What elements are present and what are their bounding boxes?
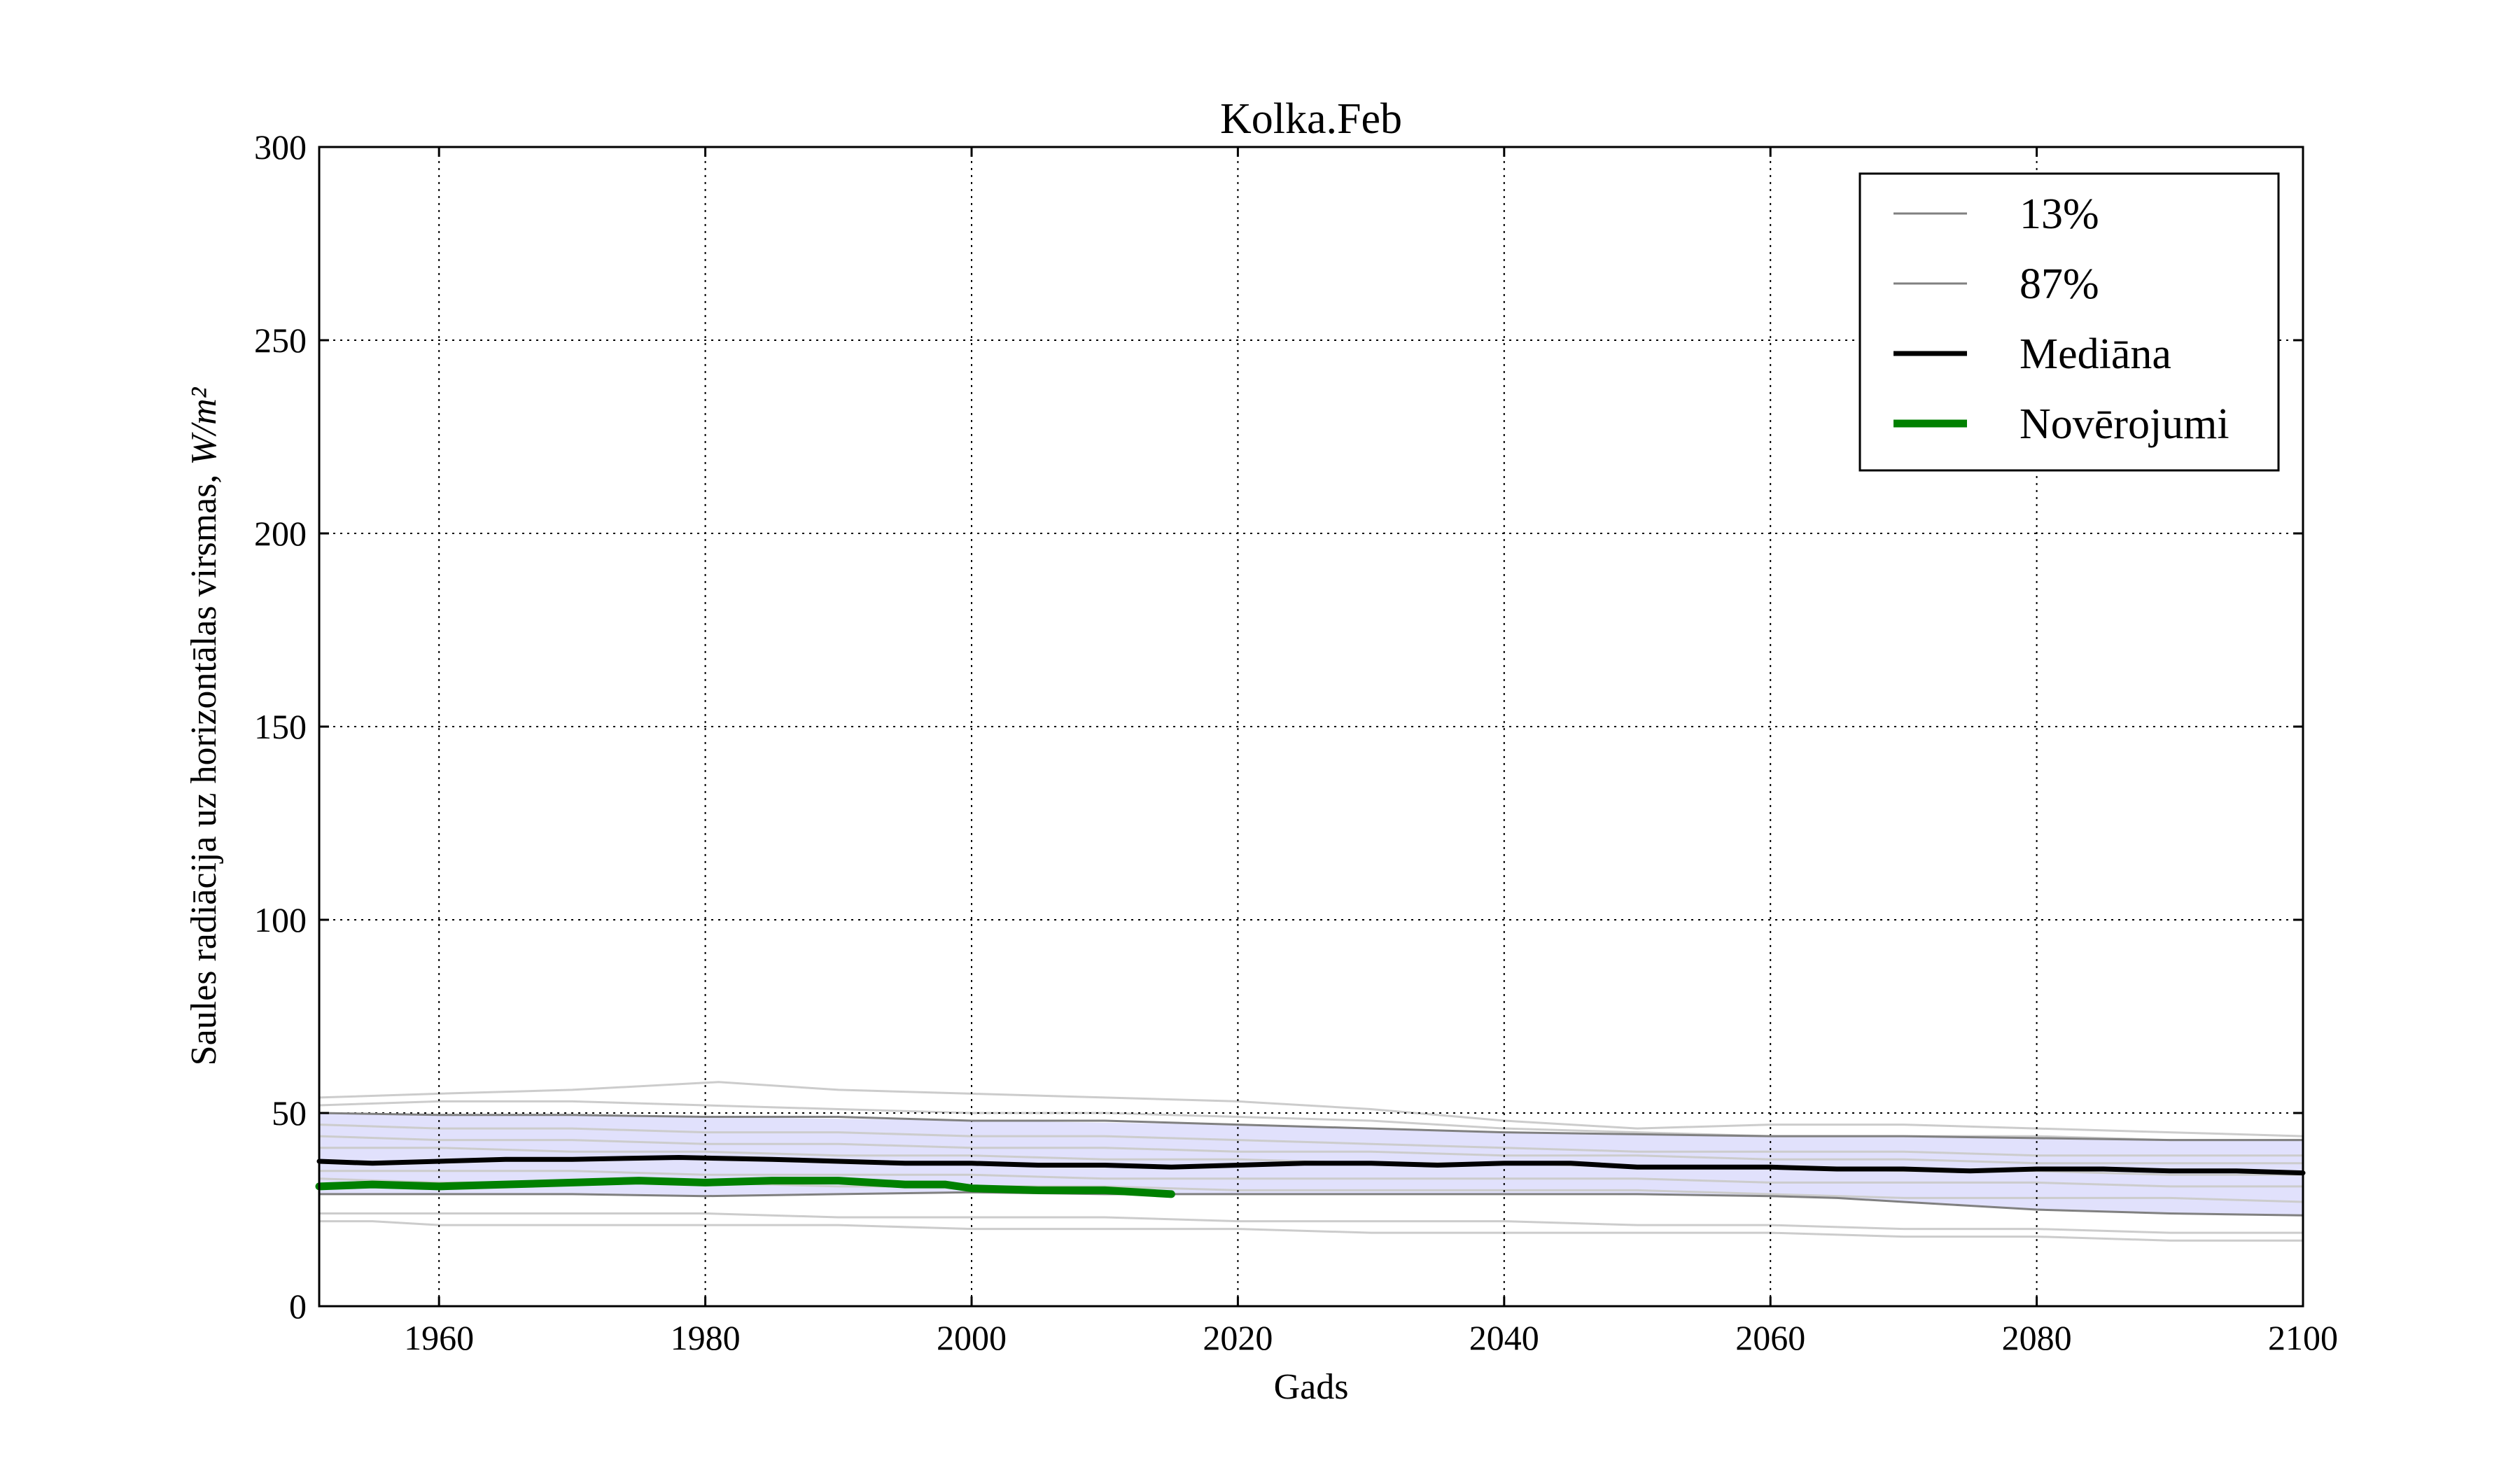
y-tick-label: 0 xyxy=(289,1287,307,1326)
ensemble-line xyxy=(319,1220,2303,1242)
ensemble-line xyxy=(318,1135,2303,1165)
ensemble-line xyxy=(319,1170,2303,1188)
y-axis-title-unit: W/m² xyxy=(184,386,224,465)
x-tick-label: 2020 xyxy=(1203,1318,1273,1357)
legend: 13% 87% Mediāna Novērojumi xyxy=(1858,172,2280,472)
x-tick-label: 2000 xyxy=(937,1318,1007,1357)
y-tick-label: 200 xyxy=(254,514,307,553)
y-tick-label: 100 xyxy=(254,900,307,939)
y-tick-label: 250 xyxy=(254,321,307,360)
x-tick-label: 2100 xyxy=(2268,1318,2338,1357)
legend-label-2: Mediāna xyxy=(2019,330,2171,378)
legend-label-0: 13% xyxy=(2019,190,2099,238)
ensemble-line xyxy=(318,1124,2303,1157)
x-tick-label: 1960 xyxy=(404,1318,474,1357)
series-line-3 xyxy=(315,1177,1175,1198)
y-tick-label: 150 xyxy=(254,707,307,746)
x-tick-label: 1980 xyxy=(671,1318,741,1357)
y-tick-label: 50 xyxy=(272,1093,307,1133)
x-axis-title: Gads xyxy=(1274,1367,1349,1407)
ensemble-members xyxy=(318,1081,2304,1242)
grid xyxy=(319,147,2303,1306)
y-axis-title: Saules radiācija uz horizontālas virsmas… xyxy=(184,386,224,1065)
series-line-2 xyxy=(316,1155,2306,1176)
legend-label-1: 87% xyxy=(2019,260,2099,308)
y-axis-title-text: Saules radiācija uz horizontālas virsmas… xyxy=(184,475,224,1066)
x-tick-label: 2080 xyxy=(2002,1318,2072,1357)
x-tick-label: 2060 xyxy=(1735,1318,1805,1357)
legend-label-3: Novērojumi xyxy=(2019,400,2230,448)
series-lines xyxy=(315,1112,2306,1217)
chart-title: Kolka.Feb xyxy=(1220,95,1402,143)
axis-ticks: 1960 1980 2000 2020 2040 2060 2080 2100 0 50 100 15… xyxy=(254,127,2338,1357)
x-tick-label: 2040 xyxy=(1469,1318,1539,1357)
ensemble-line xyxy=(319,1212,2303,1234)
series-line-0 xyxy=(318,1191,2304,1217)
series-line-1 xyxy=(318,1112,2304,1142)
y-tick-label: 300 xyxy=(254,127,307,167)
ensemble-line xyxy=(318,1081,2304,1138)
